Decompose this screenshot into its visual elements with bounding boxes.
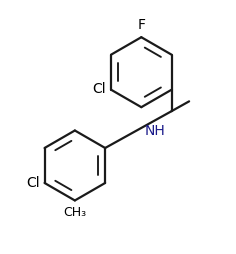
Text: F: F: [137, 18, 145, 32]
Text: NH: NH: [144, 124, 165, 138]
Text: Cl: Cl: [26, 176, 39, 190]
Text: Cl: Cl: [92, 82, 106, 96]
Text: CH₃: CH₃: [63, 205, 86, 219]
